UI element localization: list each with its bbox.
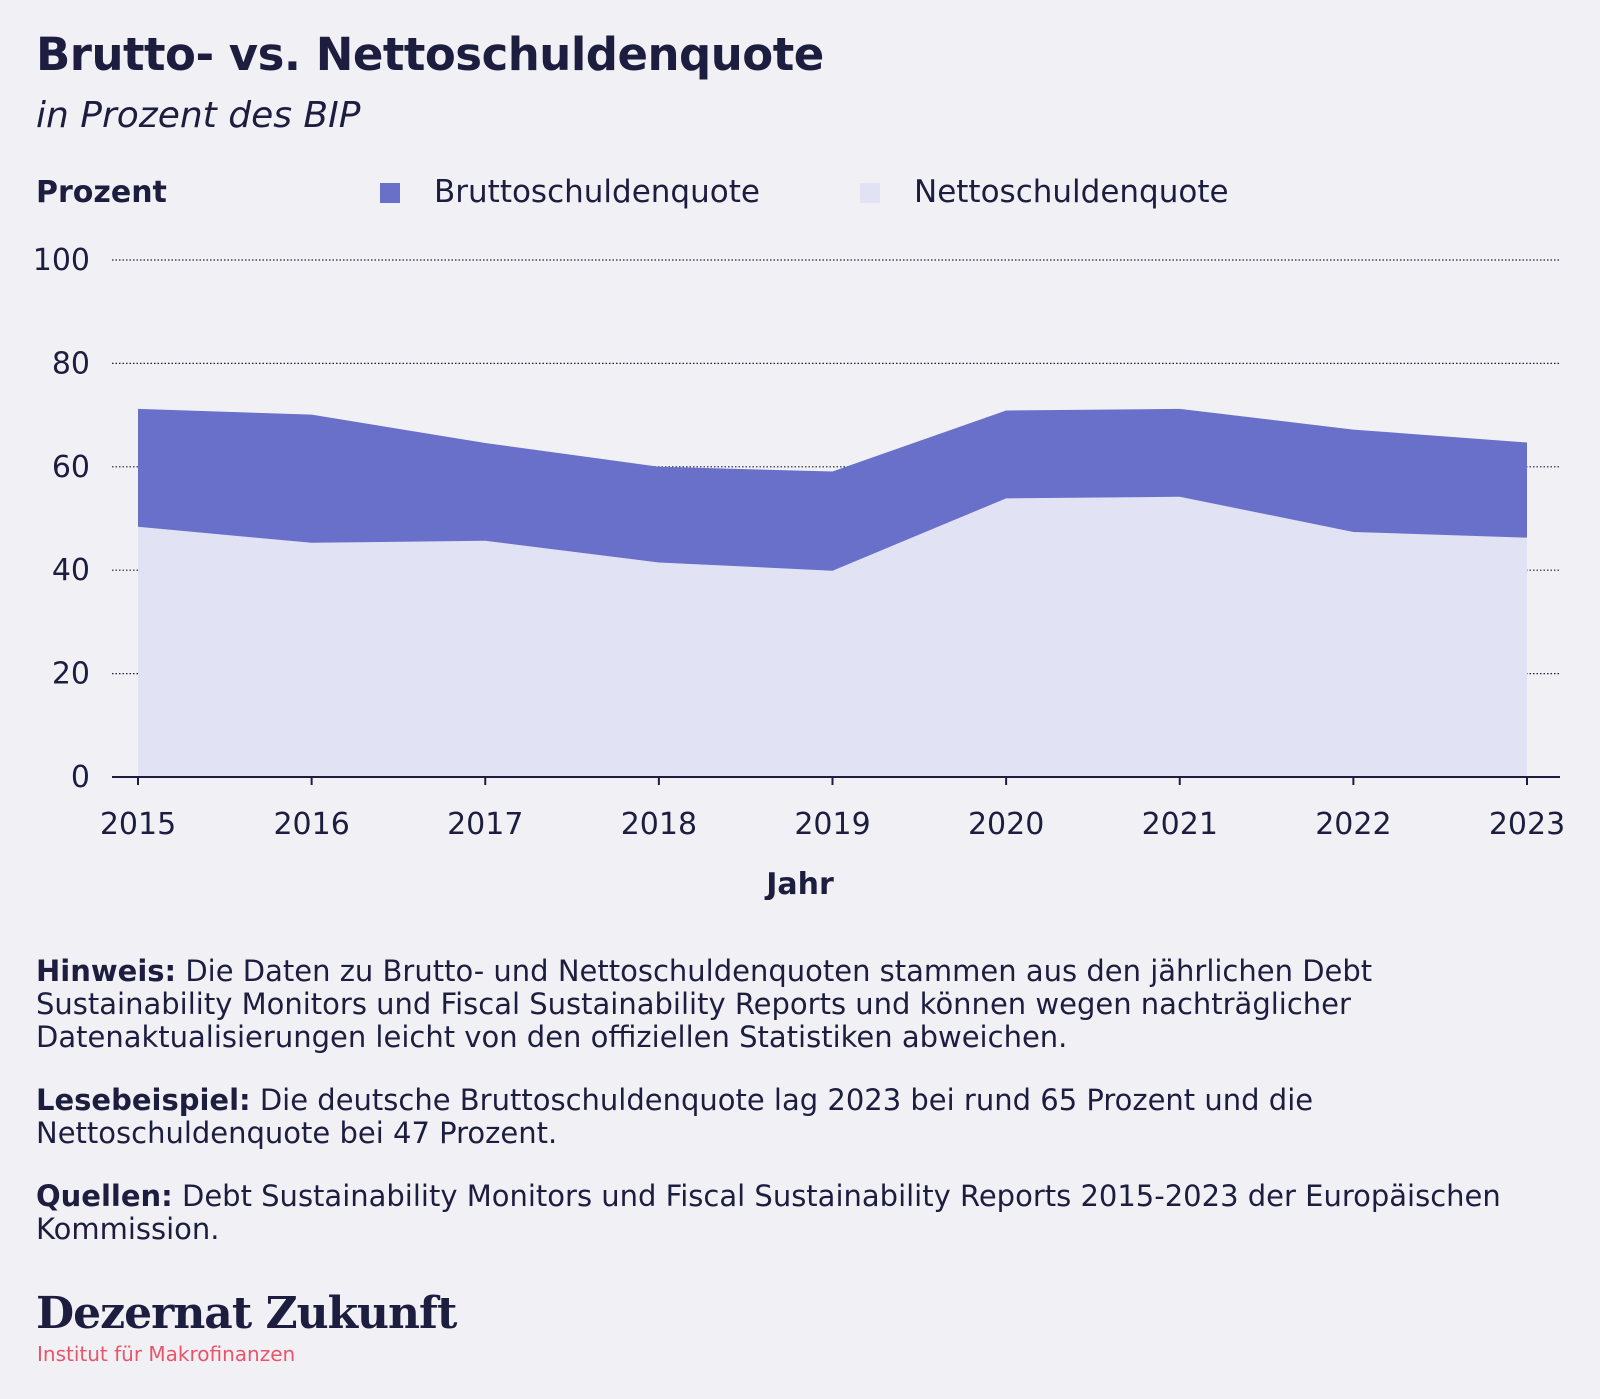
area-nettoschuldenquote: [138, 496, 1527, 777]
note-hinweis-text: Die Daten zu Brutto- und Nettoschuldenqu…: [36, 954, 1373, 1054]
x-tick-label-2017: 2017: [447, 807, 523, 842]
chart-title: Brutto- vs. Nettoschuldenquote: [36, 28, 824, 81]
note-quellen-text: Debt Sustainability Monitors und Fiscal …: [36, 1179, 1501, 1246]
x-tick-label-2020: 2020: [968, 807, 1044, 842]
y-tick-label-100: 100: [33, 243, 90, 278]
x-tick-label-2018: 2018: [621, 807, 697, 842]
chart-subtitle: in Prozent des BIP: [36, 95, 361, 136]
legend-label-1: Bruttoschuldenquote: [434, 174, 760, 210]
note-quellen: Quellen: Debt Sustainability Monitors un…: [36, 1180, 1566, 1246]
y-tick-label-80: 80: [52, 346, 90, 381]
legend-swatch-2: [860, 183, 880, 203]
note-lesebeispiel-text: Die deutsche Bruttoschuldenquote lag 202…: [36, 1083, 1314, 1150]
note-lesebeispiel: Lesebeispiel: Die deutsche Bruttoschulde…: [36, 1084, 1566, 1150]
y-tick-label-0: 0: [71, 760, 90, 795]
note-hinweis-label: Hinweis:: [36, 954, 177, 988]
y-tick-label-40: 40: [52, 553, 90, 588]
notes-section: Hinweis: Die Daten zu Brutto- und Nettos…: [36, 955, 1566, 1276]
brand-tagline: Institut für Makrofinanzen: [37, 1342, 296, 1366]
brand-logo[interactable]: Dezernat Zukunft: [36, 1288, 457, 1339]
x-tick-label-2015: 2015: [100, 807, 176, 842]
x-axis-title: Jahr: [764, 867, 834, 900]
y-tick-label-60: 60: [52, 450, 90, 485]
x-tick-label-2021: 2021: [1142, 807, 1218, 842]
area-chart: Prozent Bruttoschuldenquote Nettoschuldenq…: [33, 174, 1565, 900]
y-axis-title: Prozent: [36, 175, 167, 210]
x-tick-label-2023: 2023: [1489, 807, 1565, 842]
x-tick-label-2016: 2016: [273, 807, 349, 842]
y-tick-label-20: 20: [52, 657, 90, 692]
note-lesebeispiel-label: Lesebeispiel:: [36, 1083, 251, 1117]
x-tick-label-2019: 2019: [794, 807, 870, 842]
legend-swatch-1: [380, 183, 400, 203]
legend-label-2: Nettoschuldenquote: [914, 174, 1229, 210]
note-quellen-label: Quellen:: [36, 1179, 173, 1213]
x-tick-label-2022: 2022: [1315, 807, 1391, 842]
note-hinweis: Hinweis: Die Daten zu Brutto- und Nettos…: [36, 955, 1566, 1054]
